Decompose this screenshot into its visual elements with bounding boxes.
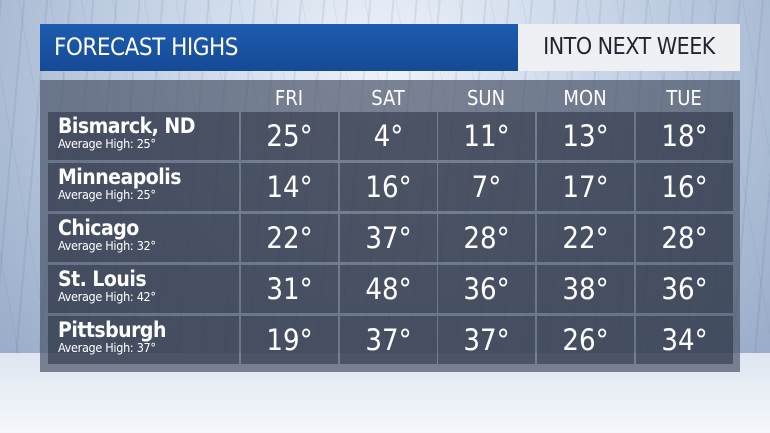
temp-cell: 28°	[636, 214, 733, 262]
subtitle-box: INTO NEXT WEEK	[518, 24, 740, 71]
column-header-sat: SAT	[371, 86, 405, 110]
temp-cell: 38°	[537, 265, 634, 313]
table-row: Pittsburgh Average High: 37° 19° 37° 37° 26° 3…	[48, 316, 734, 364]
temp-cell: 22°	[537, 214, 634, 262]
average-high: Average High: 37°	[58, 340, 156, 355]
temp-cell: 36°	[438, 265, 535, 313]
city-name: Bismarck, ND	[58, 114, 195, 138]
temp-cell: 16°	[636, 163, 733, 211]
average-high: Average High: 32°	[58, 238, 156, 253]
city-cell: Chicago Average High: 32°	[48, 214, 239, 262]
table-row: Bismarck, ND Average High: 25° 25° 4° 11° 13°…	[48, 112, 734, 160]
city-cell: Minneapolis Average High: 25°	[48, 163, 239, 211]
temp-cell: 7°	[438, 163, 535, 211]
average-high: Average High: 25°	[58, 136, 156, 151]
temp-cell: 31°	[241, 265, 338, 313]
city-name: Chicago	[58, 216, 139, 240]
column-header-fri: FRI	[274, 86, 304, 110]
temp-cell: 36°	[636, 265, 733, 313]
temp-cell: 28°	[438, 214, 535, 262]
column-header-mon: MON	[563, 86, 607, 110]
table-row: Minneapolis Average High: 25° 14° 16° 7° 17° 1…	[48, 163, 734, 211]
city-name: Pittsburgh	[58, 318, 166, 342]
table-row: St. Louis Average High: 42° 31° 48° 36° 38° 36…	[48, 265, 734, 313]
temp-cell: 4°	[340, 112, 437, 160]
temp-cell: 16°	[340, 163, 437, 211]
temp-cell: 19°	[241, 316, 338, 364]
column-header-tue: TUE	[666, 86, 702, 110]
city-name: Minneapolis	[58, 165, 181, 189]
city-name: St. Louis	[58, 267, 147, 291]
city-cell: Pittsburgh Average High: 37°	[48, 316, 239, 364]
temp-cell: 11°	[438, 112, 535, 160]
temp-cell: 37°	[340, 214, 437, 262]
temp-cell: 17°	[537, 163, 634, 211]
temp-cell: 34°	[636, 316, 733, 364]
temp-cell: 18°	[636, 112, 733, 160]
temp-cell: 26°	[537, 316, 634, 364]
city-cell: Bismarck, ND Average High: 25°	[48, 112, 239, 160]
temp-cell: 48°	[340, 265, 437, 313]
temp-cell: 22°	[241, 214, 338, 262]
temp-cell: 37°	[438, 316, 535, 364]
average-high: Average High: 25°	[58, 187, 156, 202]
temp-cell: 14°	[241, 163, 338, 211]
column-header-sun: SUN	[466, 86, 506, 110]
city-cell: St. Louis Average High: 42°	[48, 265, 239, 313]
temp-cell: 37°	[340, 316, 437, 364]
title-bar: FORECAST HIGHS	[40, 24, 518, 71]
table-row: Chicago Average High: 32° 22° 37° 28° 22° 28°	[48, 214, 734, 262]
temp-cell: 13°	[537, 112, 634, 160]
temp-cell: 25°	[241, 112, 338, 160]
average-high: Average High: 42°	[58, 289, 156, 304]
